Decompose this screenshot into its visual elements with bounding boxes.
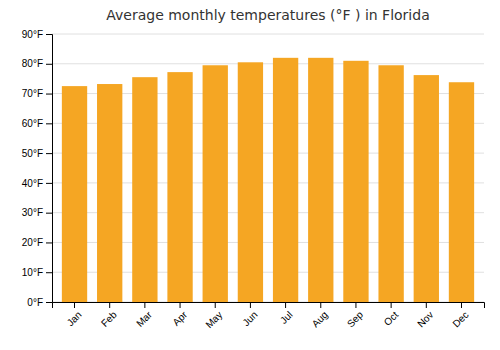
y-tick: 80°F bbox=[22, 58, 52, 69]
bars bbox=[62, 58, 474, 302]
x-tick: Aug bbox=[310, 302, 330, 329]
tick-mark bbox=[180, 302, 181, 308]
y-tick: 20°F bbox=[22, 237, 52, 248]
tick-mark bbox=[391, 302, 392, 308]
tick-label: 0°F bbox=[27, 297, 43, 308]
tick-mark bbox=[46, 213, 52, 214]
tick-mark bbox=[250, 302, 251, 308]
tick-mark bbox=[461, 302, 462, 308]
tick-mark bbox=[46, 123, 52, 124]
tick-mark bbox=[320, 302, 321, 308]
bar bbox=[238, 62, 263, 302]
tick-mark bbox=[215, 302, 216, 308]
bar bbox=[132, 77, 157, 302]
tick-label: 70°F bbox=[22, 88, 43, 99]
y-axis: 0°F 10°F 20°F 30°F 40°F 50°F 60°F 70°F 80°F 90°F bbox=[22, 29, 53, 308]
tick-label: 50°F bbox=[22, 148, 43, 159]
bar bbox=[203, 65, 228, 302]
x-tick: Feb bbox=[99, 302, 119, 329]
tick-mark bbox=[46, 242, 52, 243]
tick-label: 10°F bbox=[22, 267, 43, 278]
x-tick: Apr bbox=[170, 302, 189, 328]
bar bbox=[414, 75, 439, 302]
y-tick: 40°F bbox=[22, 178, 52, 189]
grid-line bbox=[52, 63, 484, 64]
tick-mark bbox=[74, 302, 75, 308]
x-tick: Oct bbox=[382, 302, 401, 328]
tick-mark bbox=[46, 34, 52, 35]
tick-label: Jul bbox=[278, 309, 295, 326]
tick-mark bbox=[46, 94, 52, 95]
x-tick: Sep bbox=[345, 302, 366, 329]
y-tick: 30°F bbox=[22, 207, 52, 218]
tick-label: May bbox=[203, 309, 224, 330]
x-tick: Jul bbox=[278, 302, 295, 326]
tick-label: Sep bbox=[345, 309, 366, 330]
tick-label: Feb bbox=[99, 309, 119, 329]
tick-label: Jun bbox=[240, 309, 259, 328]
tick-mark bbox=[144, 302, 145, 308]
grid bbox=[52, 34, 484, 302]
tick-mark bbox=[46, 272, 52, 273]
tick-label: Aug bbox=[310, 309, 330, 329]
tick-label: 40°F bbox=[22, 178, 43, 189]
tick-label: Jan bbox=[65, 309, 84, 328]
tick-label: 60°F bbox=[22, 118, 43, 129]
tick-label: 90°F bbox=[22, 29, 43, 40]
plot: 0°F 10°F 20°F 30°F 40°F 50°F 60°F 70°F 80°F 90°F J… bbox=[22, 29, 485, 331]
y-tick: 50°F bbox=[22, 148, 52, 159]
y-tick: 10°F bbox=[22, 267, 52, 278]
tick-label: 20°F bbox=[22, 237, 43, 248]
axis-domain bbox=[46, 35, 53, 303]
tick-label: 80°F bbox=[22, 58, 43, 69]
tick-label: Nov bbox=[415, 309, 435, 329]
x-tick: Dec bbox=[450, 302, 470, 329]
tick-label: Oct bbox=[382, 309, 401, 328]
tick-label: Mar bbox=[134, 309, 154, 329]
tick-mark bbox=[46, 153, 52, 154]
bar bbox=[97, 84, 122, 302]
x-axis: Jan Feb Mar Apr May Jun Jul Aug Sep Oct Nov Dec bbox=[53, 302, 485, 330]
axis-domain bbox=[53, 303, 485, 309]
tick-label: Apr bbox=[170, 309, 189, 328]
tick-mark bbox=[109, 302, 110, 308]
y-tick: 70°F bbox=[22, 88, 52, 99]
bar bbox=[273, 58, 298, 302]
grid-line bbox=[52, 34, 484, 35]
x-tick: Nov bbox=[415, 302, 435, 329]
y-tick: 60°F bbox=[22, 118, 52, 129]
tick-mark bbox=[355, 302, 356, 308]
y-tick: 90°F bbox=[22, 29, 52, 40]
x-tick: May bbox=[203, 302, 224, 330]
bar bbox=[343, 61, 368, 302]
title: Average monthly temperatures (°F ) in Fl… bbox=[106, 7, 429, 23]
bar bbox=[167, 72, 192, 302]
tick-mark bbox=[46, 64, 52, 65]
tick-mark bbox=[426, 302, 427, 308]
x-tick: Jun bbox=[240, 302, 259, 328]
tick-label: Dec bbox=[450, 309, 470, 329]
bar bbox=[62, 86, 87, 302]
bar bbox=[308, 58, 333, 302]
tick-mark bbox=[285, 302, 286, 308]
x-tick: Jan bbox=[65, 302, 84, 328]
tick-mark bbox=[46, 183, 52, 184]
bar bbox=[449, 82, 474, 302]
x-tick: Mar bbox=[134, 302, 154, 329]
tick-label: 30°F bbox=[22, 207, 43, 218]
chart: 0°F 10°F 20°F 30°F 40°F 50°F 60°F 70°F 80°F 90°F J… bbox=[0, 0, 500, 350]
y-tick: 0°F bbox=[27, 297, 52, 308]
bar bbox=[378, 65, 403, 302]
tick-mark bbox=[46, 302, 52, 303]
